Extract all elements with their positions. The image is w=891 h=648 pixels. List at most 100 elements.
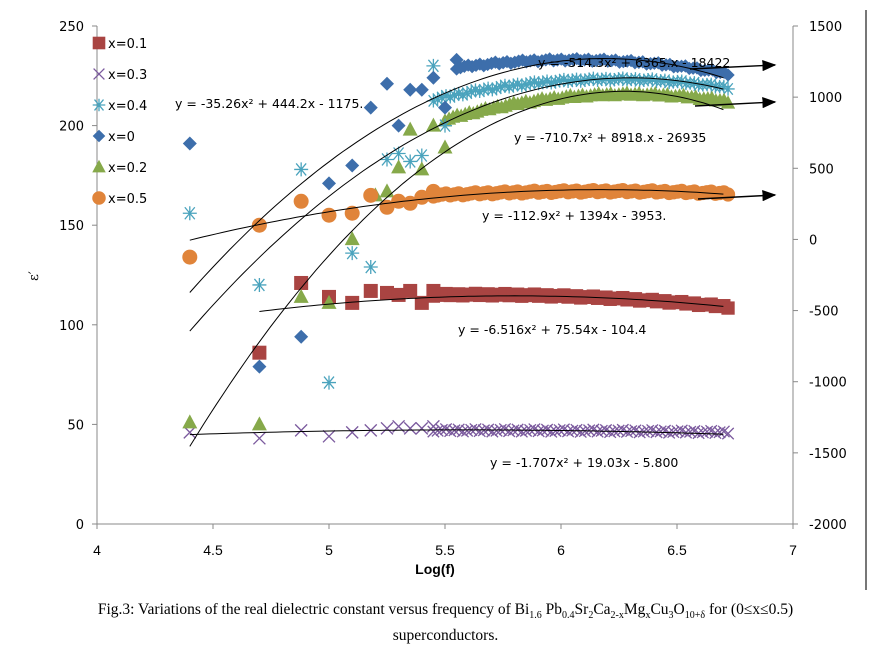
data-point (557, 72, 571, 87)
data-point (502, 80, 516, 94)
data-point (251, 416, 267, 431)
dense-band (437, 85, 736, 127)
series-x-0-1 (252, 275, 441, 360)
series-x-0-5 (182, 183, 441, 265)
legend-item: x=0.4 (92, 98, 147, 114)
data-point (510, 77, 525, 91)
axis-arrow (694, 97, 777, 109)
data-point (721, 68, 735, 82)
data-point (391, 159, 407, 174)
data-point (322, 375, 336, 390)
left-y-tick-label: 250 (59, 20, 84, 35)
data-point (456, 88, 470, 102)
right-y-tick-label: -1000 (809, 376, 847, 391)
data-point (414, 295, 429, 310)
data-point (182, 414, 198, 429)
figure-caption: Fig.3: Variations of the real dielectric… (0, 600, 891, 646)
trendline (189, 77, 724, 332)
data-point (426, 283, 441, 298)
legend-label: x=0.4 (108, 99, 147, 114)
data-point (721, 427, 735, 440)
data-point (569, 72, 584, 86)
data-point (498, 78, 512, 93)
data-point (553, 74, 567, 88)
y-axis-label: ε′ (27, 271, 42, 281)
legend-item: x=0.3 (93, 68, 147, 83)
x-tick-label: 6.5 (667, 542, 687, 558)
data-point (391, 118, 406, 133)
dielectric-chart: 4 4.5 5 5.5 6 6.5 7 0 50 100 150 200 250 -2000 -1500 -1… (27, 10, 867, 590)
legend-label: x=0 (108, 130, 135, 145)
data-point (380, 76, 394, 91)
data-point (182, 249, 198, 265)
legend-marker-icon (92, 191, 106, 205)
data-point (449, 52, 464, 67)
data-point (586, 71, 600, 85)
data-point (363, 283, 378, 298)
x-tick-label: 4 (93, 542, 101, 558)
data-point (426, 70, 441, 85)
data-point (477, 83, 491, 97)
data-point (345, 158, 360, 173)
data-point (704, 77, 718, 91)
right-y-tick-label: -1500 (809, 447, 847, 462)
data-point (481, 81, 495, 95)
data-point (437, 139, 453, 154)
data-point (414, 82, 429, 97)
data-point (473, 84, 487, 98)
left-y-tick-label: 200 (59, 120, 84, 135)
data-point (468, 83, 483, 97)
data-point (565, 73, 579, 87)
data-point (363, 260, 378, 275)
series-x-0 (182, 52, 464, 374)
data-point (294, 423, 308, 437)
data-point (464, 84, 478, 99)
data-point (426, 94, 441, 108)
x-tick-label: 5.5 (435, 542, 455, 558)
data-point (540, 74, 554, 88)
left-y-tick-label: 150 (59, 219, 84, 234)
data-point (426, 58, 441, 73)
data-point (391, 193, 407, 209)
trendline-equation: y = -6.516x² + 75.54x - 104.4 (458, 322, 646, 337)
legend: x=0.1 x=0.3 x=0.4 x=0 x=0.2 x=0.5 (92, 36, 147, 207)
data-point (402, 195, 418, 211)
data-point (519, 77, 533, 92)
data-point (548, 75, 563, 89)
data-point (447, 88, 462, 102)
x-tick-label: 7 (789, 542, 797, 558)
dense-band (427, 422, 735, 440)
dense-band (426, 182, 736, 204)
left-y-tick-label: 0 (76, 518, 84, 533)
dense-band (426, 71, 735, 108)
legend-item: x=0.1 (92, 36, 147, 52)
data-point (380, 285, 394, 300)
data-point (561, 74, 575, 88)
dense-band (426, 286, 735, 315)
data-point (415, 421, 429, 435)
data-point (611, 72, 626, 86)
data-point (439, 89, 453, 103)
axes: 4 4.5 5 5.5 6 6.5 7 0 50 100 150 200 250 -2000 -1500 -1… (59, 10, 867, 590)
axis-arrow (689, 59, 777, 72)
data-point (721, 301, 735, 315)
legend-item: x=0 (92, 129, 135, 145)
data-point (425, 117, 441, 132)
data-point (293, 288, 309, 303)
data-point (489, 81, 504, 95)
data-point (438, 118, 452, 133)
equation-labels: y = -6.516x² + 75.54x - 104.4 y = -1.707x… (175, 55, 730, 470)
data-point (403, 421, 417, 435)
trendline-equation: y = -514.3x² + 6365.x - 18422 (538, 55, 730, 70)
trendline (189, 189, 724, 241)
right-y-tick-label: 500 (809, 162, 834, 177)
data-point (721, 82, 735, 96)
trendline (259, 295, 724, 312)
data-point (720, 95, 736, 109)
data-point (402, 121, 418, 136)
data-point (380, 152, 394, 167)
data-point (452, 86, 466, 101)
legend-marker-icon (93, 68, 105, 80)
x-tick-label: 6 (557, 542, 565, 558)
data-point (717, 425, 730, 438)
